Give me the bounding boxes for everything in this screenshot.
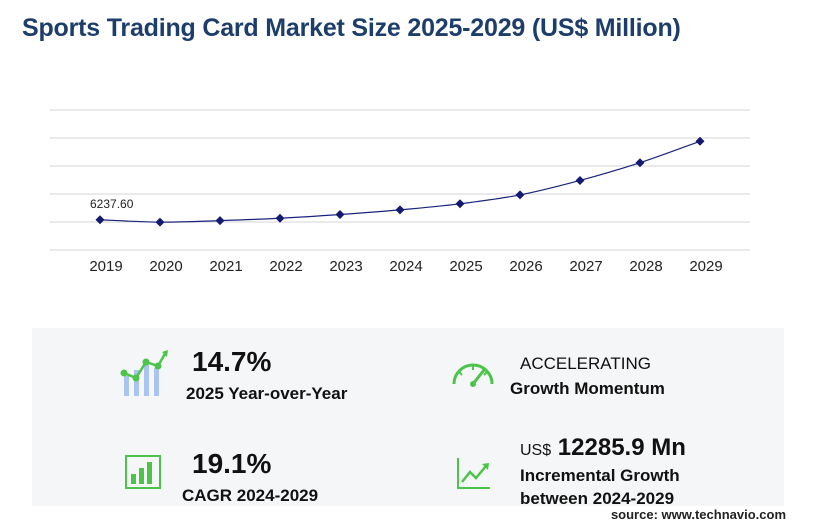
data-points — [95, 136, 705, 227]
cagr-value: 19.1% — [192, 448, 272, 479]
data-point-2021 — [215, 216, 225, 226]
yoy-value: 14.7% — [192, 346, 272, 377]
x-tick-label-2028: 2028 — [629, 258, 662, 275]
page-title: Sports Trading Card Market Size 2025-202… — [22, 14, 681, 42]
data-point-2020 — [155, 217, 165, 227]
x-axis-ticks: 2019 2020 2021 2022 2023 2024 2025 2026 2027 2028… — [89, 258, 722, 275]
bar-chart-icon — [125, 455, 161, 489]
data-label-2019: 6237.60 — [90, 197, 134, 211]
cagr-label: CAGR 2024-2029 — [182, 486, 319, 505]
x-tick-label-2023: 2023 — [329, 258, 362, 275]
data-point-2023 — [335, 210, 345, 220]
incremental-line1: Incremental Growth — [520, 466, 680, 485]
line-chart-icon — [457, 458, 490, 489]
incremental-value: US$ 12285.9 Mn — [520, 434, 686, 462]
data-labels: 6237.60 — [90, 197, 134, 211]
x-tick-label-2022: 2022 — [269, 258, 302, 275]
incremental-currency: US$ — [520, 442, 552, 459]
data-point-2029 — [695, 136, 705, 146]
source-credit: source: www.technavio.com — [610, 507, 786, 522]
incremental-line2: between 2024-2029 — [520, 489, 675, 508]
data-point-2022 — [275, 213, 285, 223]
data-point-2027 — [575, 175, 585, 185]
x-tick-label-2024: 2024 — [389, 258, 422, 275]
growth-chart-icon — [120, 350, 168, 396]
yoy-label: 2025 Year-over-Year — [186, 384, 348, 403]
x-tick-label-2026: 2026 — [509, 258, 542, 275]
kpi-panel — [32, 328, 784, 506]
x-tick-label-2025: 2025 — [449, 258, 482, 275]
x-tick-label-2020: 2020 — [149, 258, 182, 275]
x-tick-label-2021: 2021 — [209, 258, 242, 275]
data-point-2028 — [635, 158, 645, 168]
x-tick-label-2019: 2019 — [89, 258, 122, 275]
data-point-2026 — [515, 190, 525, 200]
chart-gridlines — [50, 109, 750, 251]
x-tick-label-2027: 2027 — [569, 258, 602, 275]
speedometer-icon — [452, 363, 494, 387]
data-point-2019 — [95, 215, 105, 225]
incremental-amount: 12285.9 Mn — [557, 434, 686, 461]
line-chart: 6237.60 2019 2020 2021 2022 2023 2024 2025 2026… — [50, 109, 750, 275]
momentum-line2: Growth Momentum — [510, 379, 665, 398]
x-tick-label-2029: 2029 — [689, 258, 722, 275]
data-point-2024 — [395, 205, 405, 215]
momentum-line1: ACCELERATING — [520, 354, 651, 373]
data-point-2025 — [455, 199, 465, 209]
